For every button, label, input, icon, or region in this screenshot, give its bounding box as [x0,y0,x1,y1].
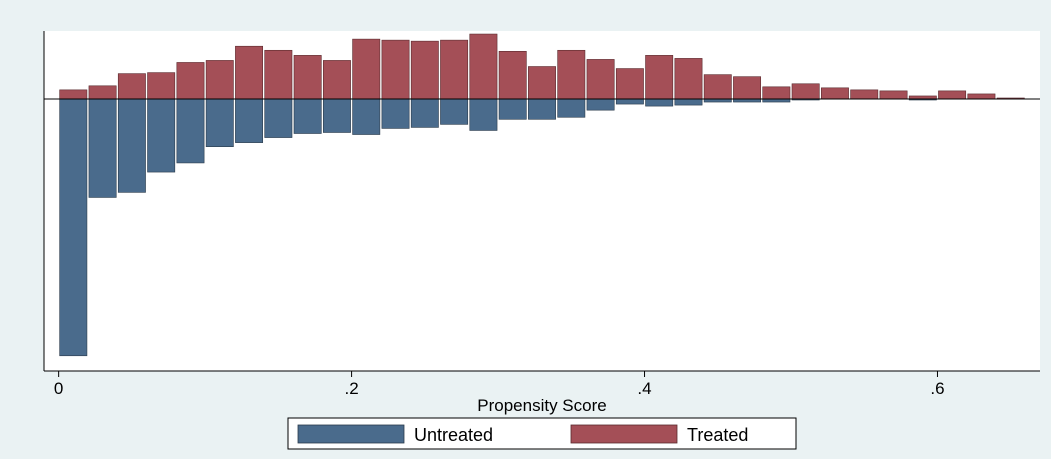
x-ticks: 0 .2 .4 .6 [54,371,945,398]
bar-untreated-9 [322,98,351,133]
bar-treated-12 [410,40,439,100]
legend-swatch-treated [570,424,678,444]
bar-treated-1 [88,85,117,100]
x-tick-label-2: .4 [637,379,651,398]
bar-untreated-0 [59,98,88,357]
bar-treated-25 [791,83,820,100]
bar-untreated-21 [674,98,703,106]
bar-untreated-1 [88,98,117,198]
bar-untreated-8 [293,98,322,134]
bar-treated-14 [469,33,498,100]
bars [59,33,1025,357]
bar-treated-31 [967,93,996,100]
bar-untreated-6 [235,98,264,143]
bar-treated-20 [645,55,674,100]
bar-untreated-14 [469,98,498,131]
bar-untreated-2 [117,98,146,193]
bar-treated-10 [352,38,381,100]
bar-untreated-12 [410,98,439,128]
x-tick-label-3: .6 [930,379,944,398]
legend-label-untreated: Untreated [414,425,493,445]
bar-treated-4 [176,62,205,100]
bar-untreated-13 [440,98,469,125]
bar-treated-28 [879,90,908,100]
bar-treated-22 [703,74,732,100]
bar-untreated-17 [557,98,586,118]
bar-treated-3 [147,72,176,100]
bar-untreated-7 [264,98,293,138]
bar-treated-2 [117,73,146,100]
bar-treated-27 [850,89,879,100]
bar-treated-16 [528,66,556,100]
bar-untreated-10 [352,98,381,135]
bar-treated-21 [674,58,703,100]
bar-treated-15 [498,50,527,100]
bar-untreated-19 [615,98,644,105]
bar-treated-24 [762,86,791,100]
x-tick-label-1: .2 [344,379,358,398]
bar-treated-7 [264,49,293,100]
bar-treated-9 [322,60,351,100]
bar-treated-0 [59,89,88,100]
bar-treated-17 [557,49,586,100]
bar-untreated-18 [586,98,615,111]
bar-treated-18 [586,59,615,100]
bar-treated-11 [381,39,410,100]
x-tick-label-0: 0 [54,379,63,398]
bar-treated-26 [820,87,849,100]
legend-label-treated: Treated [687,425,748,445]
bar-treated-30 [938,90,967,100]
legend: Untreated Treated [287,417,797,450]
bar-untreated-20 [645,98,674,107]
bar-untreated-11 [381,98,410,129]
bar-treated-5 [205,60,234,100]
bar-untreated-16 [528,98,556,120]
bar-treated-6 [235,45,264,100]
bar-treated-8 [293,55,322,100]
x-axis-title: Propensity Score [477,396,606,415]
bar-untreated-5 [205,98,234,148]
bar-treated-19 [615,68,644,100]
bar-untreated-3 [147,98,176,173]
bar-treated-23 [733,76,762,100]
legend-swatch-untreated [297,424,405,444]
bar-untreated-4 [176,98,205,164]
bar-untreated-15 [498,98,527,120]
bar-treated-13 [440,39,469,100]
